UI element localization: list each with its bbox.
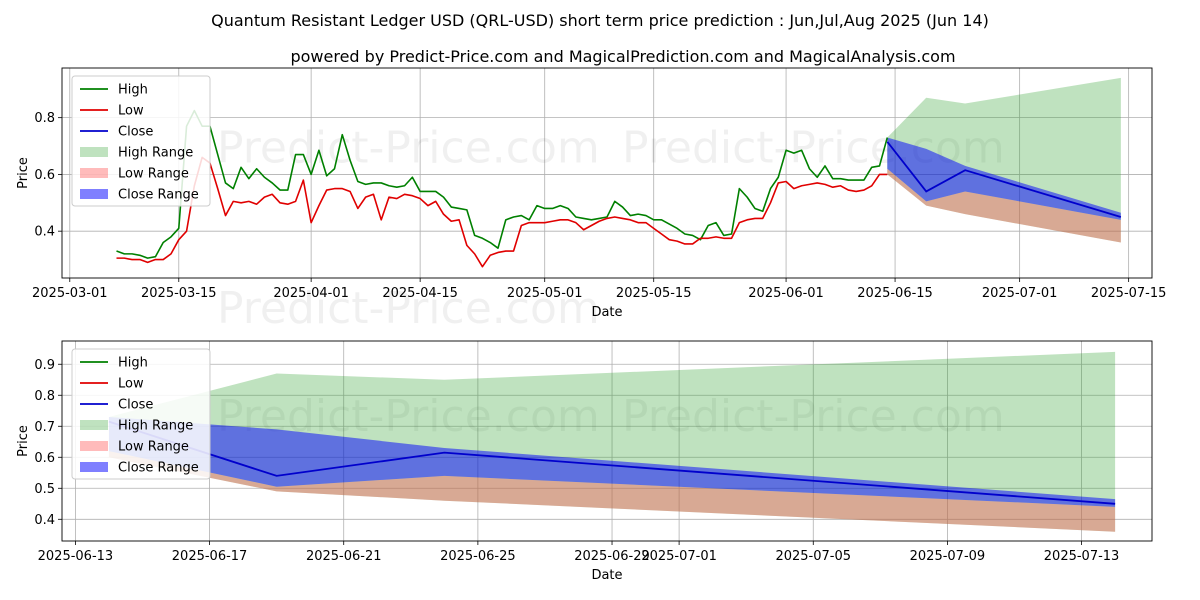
x-tick-label: 2025-06-15: [857, 286, 933, 301]
legend-swatch: [80, 462, 108, 472]
x-axis-label: Date: [591, 305, 622, 320]
chart-panel-1: 2025-03-01 2025-03-15 2025-04-01 2025-04-15…: [16, 67, 1167, 334]
x-tick-label: 2025-07-01: [641, 549, 717, 564]
legend-entry: High Range: [118, 146, 193, 161]
x-tick-label: 2025-04-01: [273, 286, 349, 301]
legend: High Low Close High Range Low Range Close Ran…: [71, 75, 211, 207]
y-tick-label: 0.4: [34, 513, 55, 528]
y-axis-label: Price: [16, 425, 31, 457]
watermark-text: Predict-Price.com: [622, 391, 1005, 442]
y-tick-label: 0.5: [34, 482, 55, 497]
x-tick-label: 2025-03-01: [32, 286, 108, 301]
plot-area: [116, 77, 1122, 268]
y-tick-label: 0.4: [34, 225, 55, 240]
x-tick-label: 2025-07-15: [1091, 286, 1167, 301]
y-axis-label: Price: [16, 157, 31, 189]
x-tick-label: 2025-06-13: [38, 549, 114, 564]
x-tick-label: 2025-07-13: [1044, 549, 1120, 564]
y-tick-label: 0.8: [34, 111, 55, 126]
y-tick-label: 0.6: [34, 451, 55, 466]
legend-entry: High Range: [118, 419, 193, 434]
watermark-text: Predict-Price.com: [217, 123, 600, 174]
legend-entry: Close: [118, 125, 153, 140]
x-tick-label: 2025-03-15: [141, 286, 217, 301]
y-tick-label: 0.8: [34, 389, 55, 404]
low-range-band: [108, 451, 1116, 532]
high-series-line: [116, 109, 889, 259]
legend-entry: Low Range: [118, 440, 189, 455]
y-tick-label: 0.9: [34, 358, 55, 373]
legend-entry: Close: [118, 398, 153, 413]
legend-entry: Low: [118, 104, 144, 119]
y-tick-label: 0.6: [34, 168, 55, 183]
x-tick-label: 2025-07-05: [775, 549, 851, 564]
x-axis-label: Date: [591, 568, 622, 583]
x-tick-label: 2025-06-29: [574, 549, 650, 564]
x-tick-label: 2025-07-09: [910, 549, 986, 564]
close-series-line: [886, 141, 1122, 218]
chart-subtitle: powered by Predict-Price.com and Magical…: [290, 47, 955, 66]
legend: High Low Close High Range Low Range Close Ran…: [71, 348, 211, 480]
low-series-line: [116, 156, 888, 268]
x-tick-label: 2025-06-21: [306, 549, 382, 564]
legend-entry: Close Range: [118, 461, 199, 476]
legend-swatch: [80, 420, 108, 430]
chart-panel-2: 2025-06-13 2025-06-17 2025-06-21 2025-06-25…: [16, 340, 1153, 583]
x-tick-label: 2025-05-01: [507, 286, 583, 301]
legend-swatch: [80, 441, 108, 451]
low-range-band: [887, 168, 1121, 243]
legend-swatch: [80, 189, 108, 199]
legend-entry: High: [118, 83, 148, 98]
legend-entry: High: [118, 356, 148, 371]
plot-area: [108, 351, 1116, 532]
x-tick-label: 2025-06-17: [172, 549, 248, 564]
x-tick-label: 2025-05-15: [616, 286, 692, 301]
x-tick-label: 2025-07-01: [982, 286, 1058, 301]
legend-box: [71, 75, 211, 207]
x-tick-label: 2025-06-25: [440, 549, 516, 564]
x-tick-label: 2025-06-01: [748, 286, 824, 301]
legend-box: [71, 348, 211, 480]
axes-frame: [61, 67, 1153, 279]
x-tick-label: 2025-04-15: [382, 286, 458, 301]
legend-entry: Close Range: [118, 188, 199, 203]
legend-entry: Low Range: [118, 167, 189, 182]
chart-title: Quantum Resistant Ledger USD (QRL-USD) s…: [211, 11, 989, 30]
axes-frame: [61, 340, 1153, 542]
y-tick-label: 0.7: [34, 420, 55, 435]
legend-entry: Low: [118, 377, 144, 392]
legend-swatch: [80, 147, 108, 157]
legend-swatch: [80, 168, 108, 178]
watermark-text: Predict-Price.com: [217, 283, 600, 334]
